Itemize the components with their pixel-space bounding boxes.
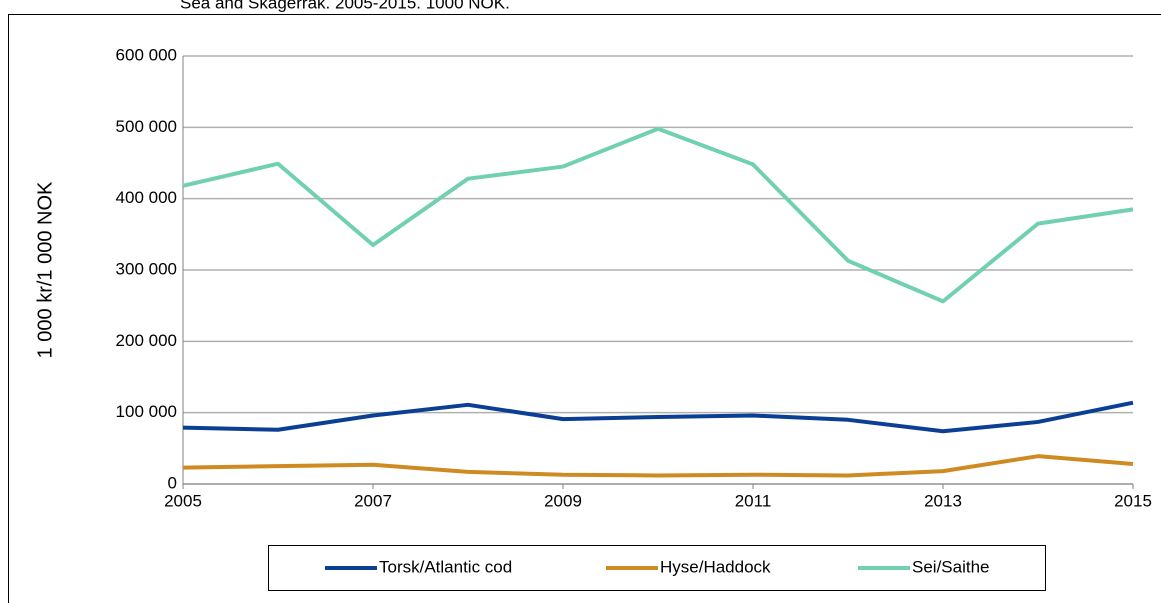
y-tick-label: 100 000	[116, 402, 177, 421]
legend-label: Hyse/Haddock	[660, 557, 771, 576]
y-tick-label: 600 000	[116, 45, 177, 64]
series-line	[182, 400, 1134, 434]
x-tick-label: 2007	[354, 491, 392, 510]
series-line	[182, 454, 1134, 478]
legend-label: Torsk/Atlantic cod	[379, 557, 512, 576]
x-tick-label: 2013	[924, 491, 962, 510]
x-tick-label: 2011	[735, 491, 772, 510]
x-tick-label: 2009	[544, 491, 582, 510]
x-tick-label: 2015	[1114, 491, 1152, 510]
y-tick-label: 300 000	[116, 259, 177, 278]
chart-title: Sea and Skagerrak. 2005-2015. 1000 NOK.	[180, 0, 510, 12]
chart-frame	[8, 14, 1161, 603]
y-tick-label: 500 000	[116, 117, 177, 136]
y-tick-label: 200 000	[116, 331, 177, 350]
legend-label: Sei/Saithe	[912, 557, 990, 576]
y-tick-label: 0	[168, 473, 177, 492]
y-axis-label: 1 000 kr/1 000 NOK	[34, 181, 56, 358]
x-tick-label: 2005	[164, 491, 202, 510]
y-tick-label: 400 000	[116, 188, 177, 207]
series-line	[182, 126, 1134, 304]
